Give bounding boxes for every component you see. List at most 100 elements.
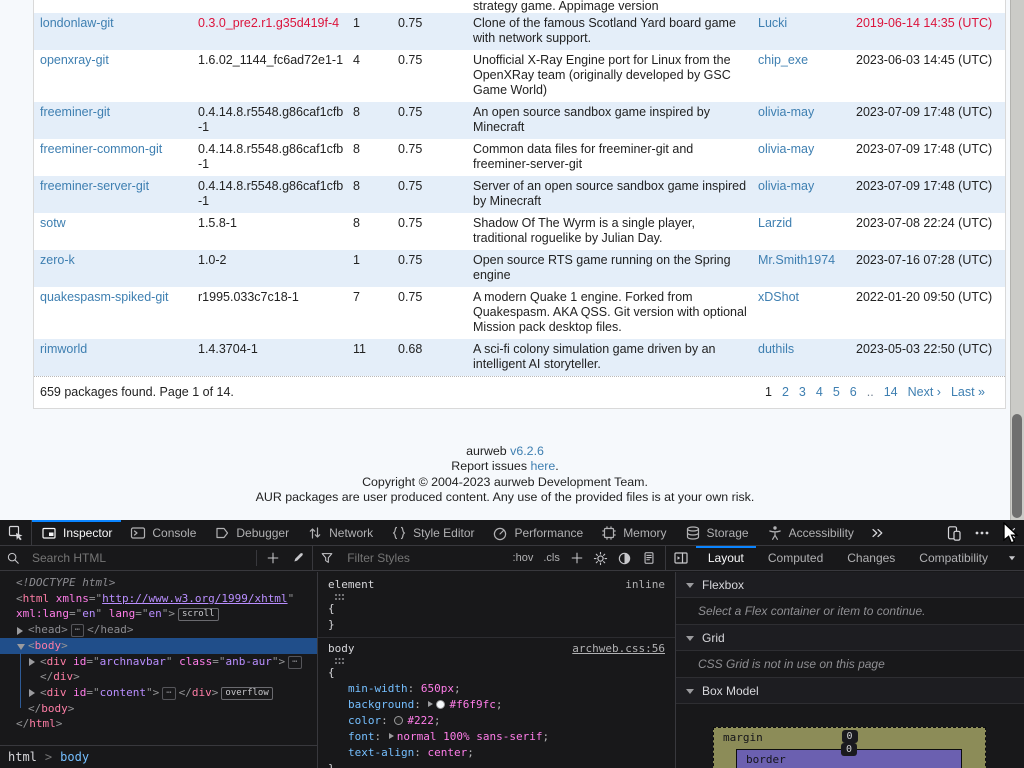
more-tools-button[interactable] [863,520,891,545]
sidebar-tab-changes[interactable]: Changes [847,551,896,565]
package-name-link[interactable]: openxray-git [40,53,109,67]
maintainer-link[interactable]: olivia-may [758,179,815,193]
pagination-page-link[interactable]: 4 [815,385,823,399]
package-name-link[interactable]: zero-k [40,253,75,267]
sidebar-toggle-button[interactable] [666,546,696,570]
sidebar-dropdown-button[interactable] [1000,546,1024,570]
pagination-next-link[interactable]: Next › [907,385,941,399]
package-name-link[interactable]: freeminer-git [40,105,111,119]
markup-line[interactable]: <div id="archnavbar" class="anb-aur"> ⋯ [0,654,317,670]
tab-network[interactable]: Network [298,520,382,545]
markup-line[interactable]: <div id="content"> ⋯ </div> overflow [0,685,317,701]
rule-selector[interactable]: element{inline [328,578,665,615]
collapsed-content-badge[interactable]: ⋯ [162,686,176,700]
package-name-link[interactable]: freeminer-common-git [40,142,163,156]
maintainer-link[interactable]: Larzid [758,216,793,230]
print-simulation-button[interactable] [637,546,661,570]
markup-line[interactable]: <html xmlns="http://www.w3.org/1999/xhtm… [16,591,295,605]
footer-link[interactable]: v6.2.6 [510,444,544,458]
tab-performance[interactable]: Performance [483,520,592,545]
twisty-closed-icon[interactable] [29,658,35,667]
twisty-open-icon[interactable] [17,643,25,650]
box-model-margin[interactable]: margin 0 border 0 [713,727,986,768]
color-swatch[interactable] [436,700,446,709]
filter-styles-input[interactable]: Filter Styles [347,551,410,565]
margin-top-value[interactable]: 0 [841,730,858,743]
twisty-closed-icon[interactable] [29,689,35,698]
devtools-menu-button[interactable] [968,520,996,545]
dark-scheme-button[interactable] [613,546,637,570]
package-name-link[interactable]: rimworld [40,342,88,356]
pagination-last-link[interactable]: Last » [950,385,985,399]
css-declaration[interactable]: min-width: 650px; [348,682,461,695]
maintainer-link[interactable]: Mr.Smith1974 [758,253,836,267]
pagination-page-link[interactable]: 3 [798,385,806,399]
css-declaration[interactable]: background: #f6f9fc; [348,698,503,711]
node-picker-button[interactable] [0,520,32,545]
markup-line[interactable]: </div> [40,670,80,684]
markup-line[interactable]: </html> [16,717,63,731]
maintainer-link[interactable]: xDShot [758,290,799,304]
stylesheet-link[interactable]: inline [625,578,665,591]
css-declaration[interactable]: font: normal 100% sans-serif; [348,730,550,743]
page-scrollbar-thumb[interactable] [1012,414,1022,518]
maintainer-link[interactable]: olivia-may [758,105,815,119]
pagination-page-link[interactable]: 6 [849,385,857,399]
package-name-link[interactable]: freeminer-server-git [40,179,150,193]
markup-badge[interactable]: scroll [177,608,219,622]
css-declaration[interactable]: color: #222; [348,714,441,727]
grid-section-header[interactable]: Grid [676,625,1024,651]
light-scheme-button[interactable] [589,546,613,570]
tab-console[interactable]: Console [121,520,205,545]
breadcrumb-html[interactable]: html [8,750,37,764]
eyedropper-button[interactable] [285,546,309,570]
markup-line[interactable]: </body> [28,701,75,715]
search-html-input[interactable]: Search HTML [32,551,107,565]
package-name-link[interactable]: londonlaw-git [40,16,114,30]
add-node-button[interactable] [261,546,285,570]
responsive-design-button[interactable] [940,520,968,545]
tab-debugger[interactable]: Debugger [205,520,298,545]
markup-line[interactable]: <head> ⋯ </head> [0,622,317,638]
markup-badge[interactable]: overflow [221,686,273,700]
maintainer-link[interactable]: chip_exe [758,53,809,67]
rule-selector[interactable]: body{archweb.css:56 [328,642,665,679]
pagination-page-link[interactable]: 14 [883,385,898,399]
tab-accessibility[interactable]: Accessibility [758,520,863,545]
css-declaration[interactable]: text-align: center; [348,746,474,759]
tab-style-editor[interactable]: Style Editor [382,520,483,545]
class-toggle-button[interactable]: .cls [543,552,560,564]
tab-inspector[interactable]: Inspector [32,520,122,545]
footer-link[interactable]: here [530,459,556,474]
border-top-value[interactable]: 0 [840,743,858,756]
sidebar-tab-layout[interactable]: Layout [695,546,756,570]
tab-memory[interactable]: Memory [592,520,675,545]
markup-line[interactable]: <!DOCTYPE html> [16,576,116,589]
rule-highlighter-icon[interactable] [328,593,665,601]
add-rule-button[interactable] [565,546,589,570]
box-model-border[interactable]: border 0 [736,743,962,768]
maintainer-link[interactable]: duthils [758,342,795,356]
maintainer-link[interactable]: Lucki [758,16,788,30]
tab-storage[interactable]: Storage [676,520,758,545]
collapsed-content-badge[interactable]: ⋯ [288,655,302,669]
page-scrollbar[interactable] [1010,0,1024,520]
color-swatch[interactable] [394,716,404,725]
markup-line[interactable]: <body> [0,637,317,654]
expand-shorthand-icon[interactable] [388,733,394,739]
boxmodel-section-header[interactable]: Box Model [676,678,1024,704]
sidebar-tab-compatibility[interactable]: Compatibility [919,551,988,565]
pseudo-class-button[interactable]: :hov [512,552,534,564]
collapsed-content-badge[interactable]: ⋯ [70,624,85,638]
breadcrumb-body[interactable]: body [60,750,90,764]
maintainer-link[interactable]: olivia-may [758,142,815,156]
expand-shorthand-icon[interactable] [428,701,434,707]
pagination-page-link[interactable]: 5 [832,385,840,399]
pagination-page-link[interactable]: 2 [781,385,789,399]
rule-highlighter-icon[interactable] [328,657,665,665]
markup-line[interactable]: xml:lang="en" lang="en"> scroll [0,606,317,622]
package-name-link[interactable]: quakespasm-spiked-git [40,290,169,304]
stylesheet-link[interactable]: archweb.css:56 [572,642,665,655]
package-name-link[interactable]: sotw [40,216,66,230]
sidebar-tab-computed[interactable]: Computed [767,551,824,565]
